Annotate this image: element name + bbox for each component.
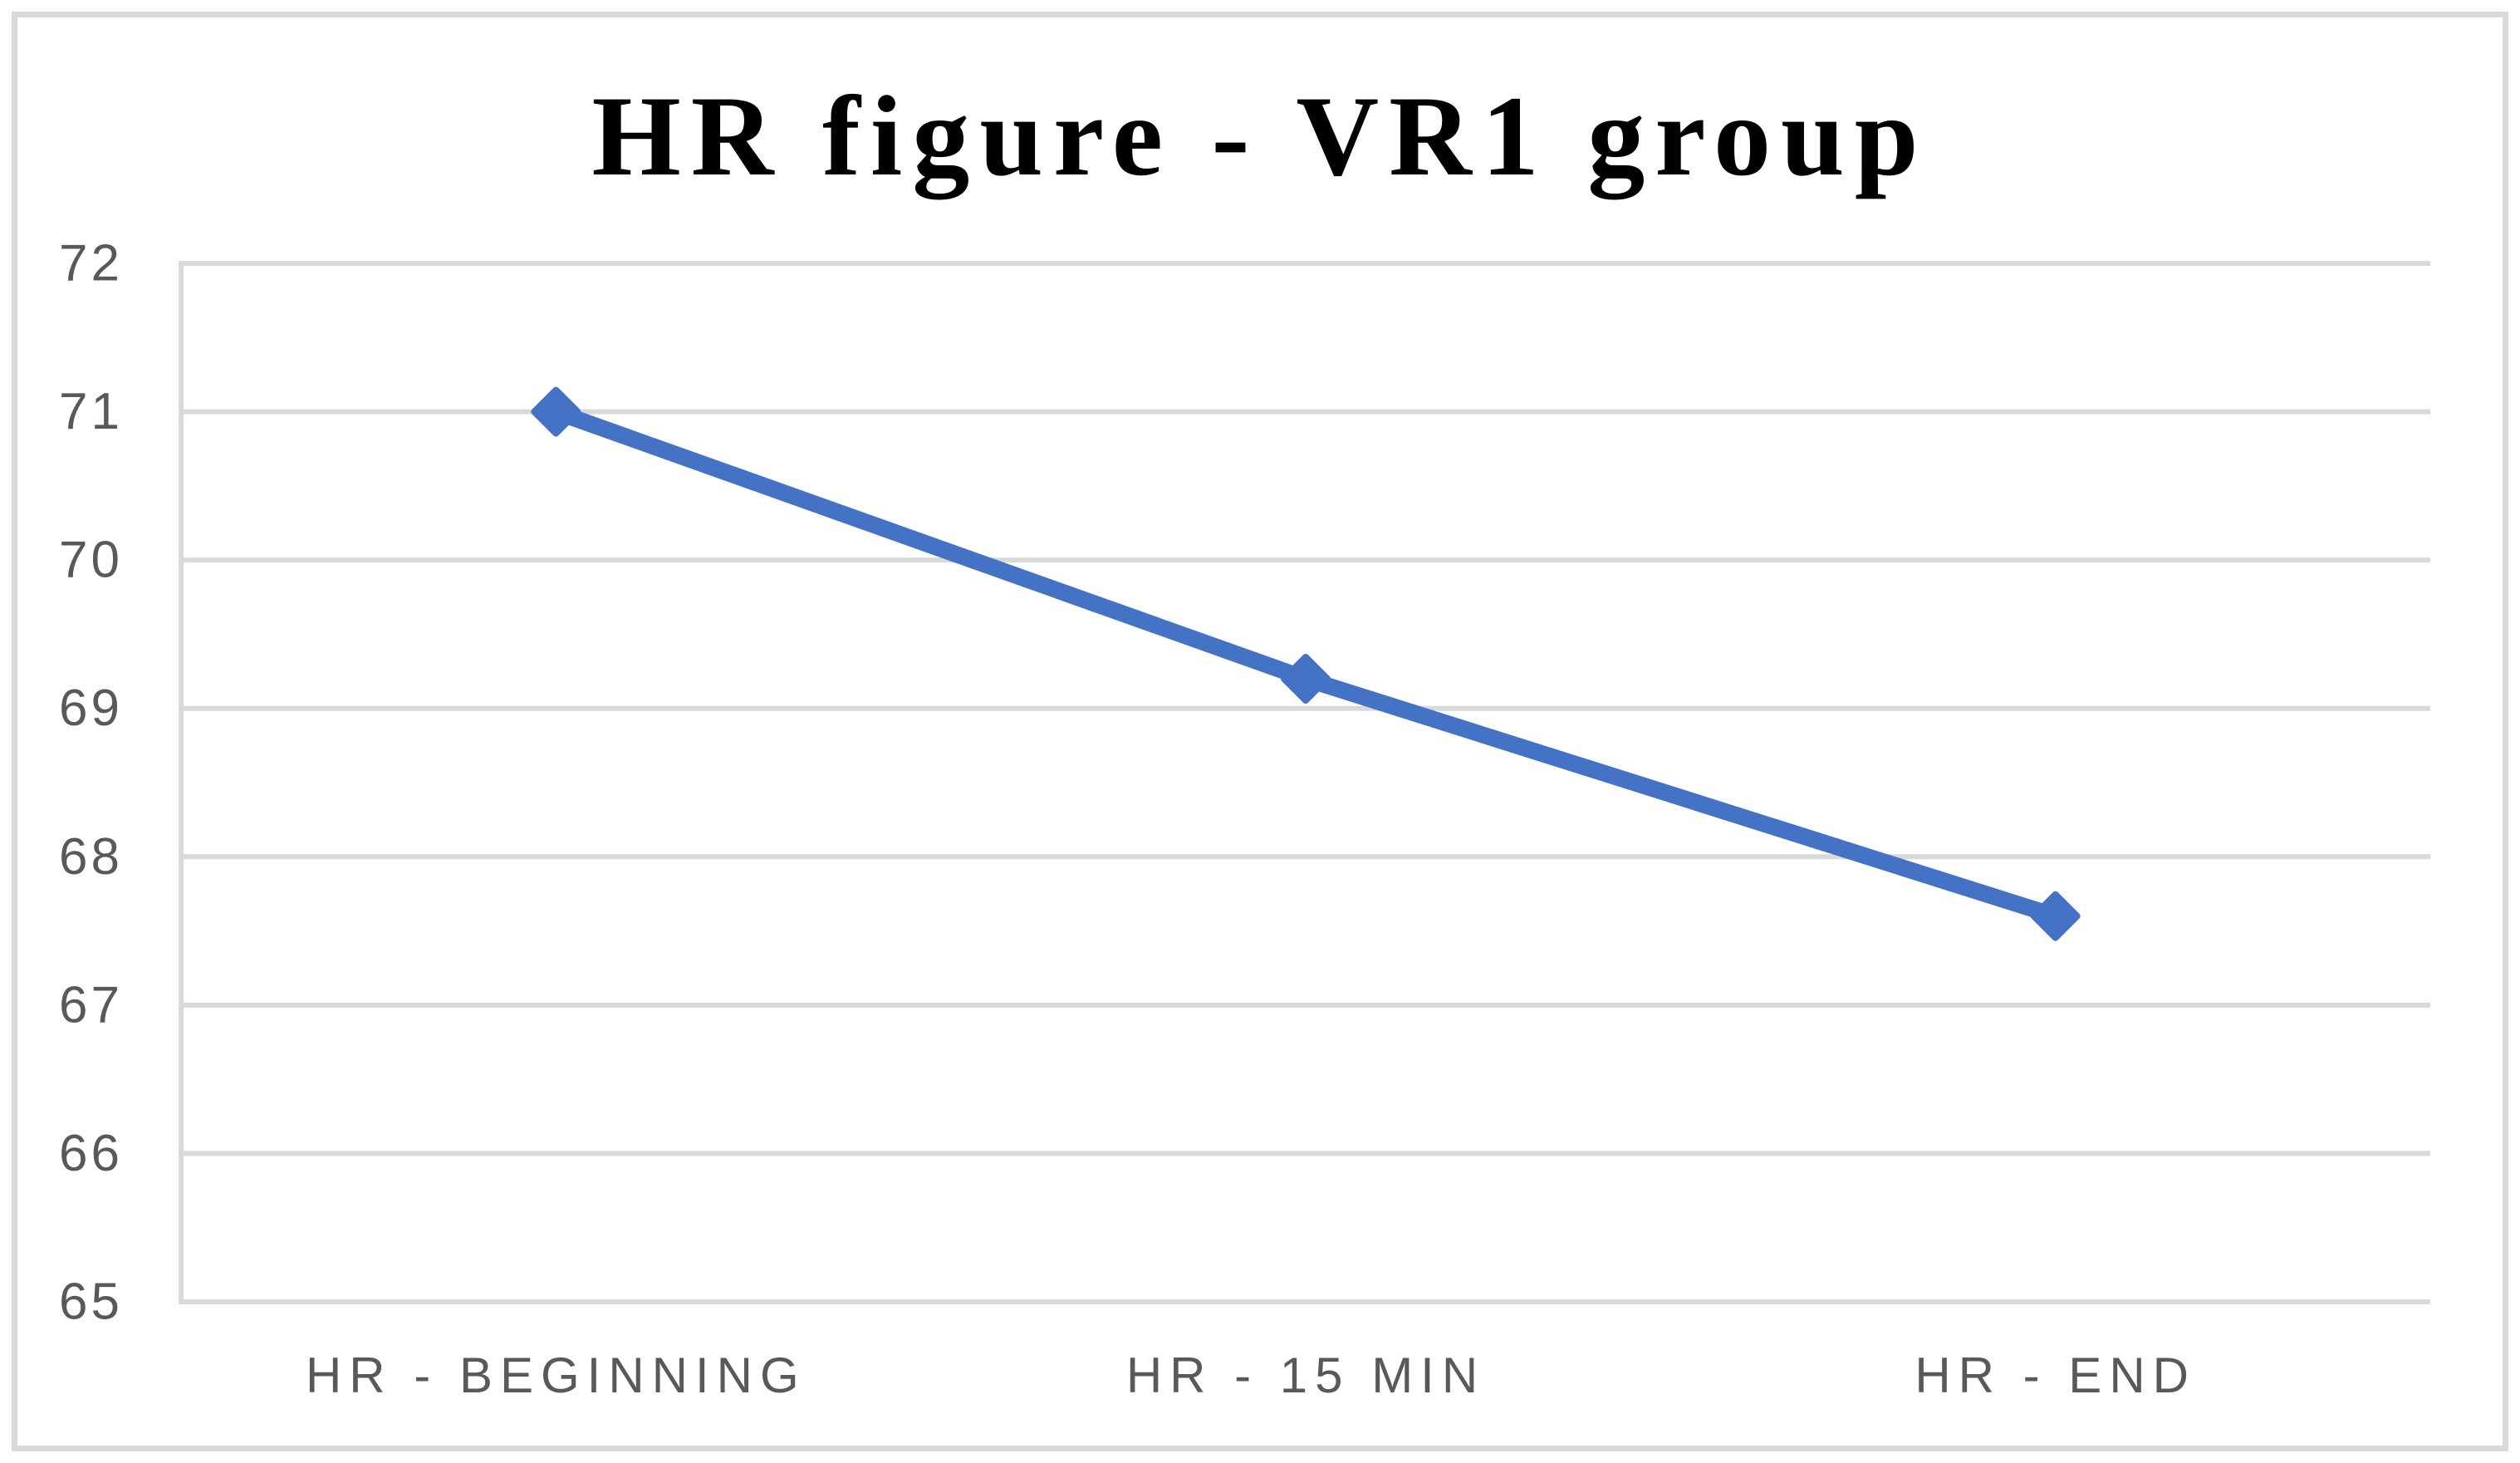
y-tick-label: 67 — [59, 976, 123, 1033]
y-tick-label: 66 — [59, 1125, 123, 1182]
x-category-label: HR - BEGINNING — [306, 1348, 806, 1403]
x-category-label: HR - 15 MIN — [1126, 1348, 1485, 1403]
chart-title: HR figure - VR1 group — [591, 72, 1929, 199]
x-category-label: HR - END — [1915, 1348, 2196, 1403]
data-point-marker — [1281, 654, 1331, 704]
y-tick-label: 68 — [59, 828, 123, 886]
y-tick-label: 72 — [59, 235, 123, 292]
y-tick-label: 65 — [59, 1274, 123, 1331]
y-tick-label: 70 — [59, 532, 123, 589]
y-tick-label: 69 — [59, 680, 123, 737]
data-point-marker — [2030, 891, 2081, 941]
data-point-marker — [531, 386, 581, 437]
y-tick-label: 71 — [59, 383, 123, 440]
